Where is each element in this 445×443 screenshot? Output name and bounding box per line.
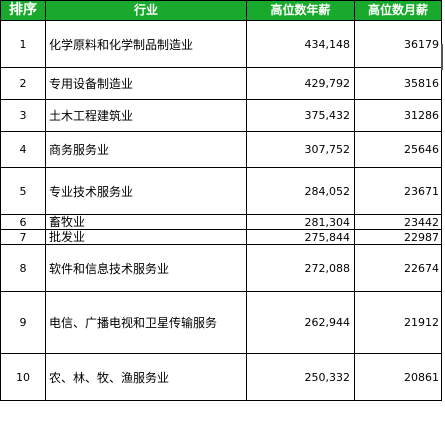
industry-cell: 畜牧业 bbox=[45, 214, 247, 230]
rank-cell: 6 bbox=[0, 214, 46, 230]
monthly-salary-cell: 20861 bbox=[354, 353, 442, 401]
table-row: 8 软件和信息技术服务业 272,088 22674 bbox=[0, 244, 442, 292]
annual-salary-cell: 275,844 bbox=[246, 229, 355, 245]
rank-cell: 1 bbox=[0, 20, 46, 68]
rank-cell: 8 bbox=[0, 244, 46, 292]
annual-salary-cell: 375,432 bbox=[246, 99, 355, 132]
monthly-salary-cell: 36179 bbox=[354, 20, 442, 68]
table-row: 5 专业技术服务业 284,052 23671 bbox=[0, 167, 442, 215]
industry-cell: 批发业 bbox=[45, 229, 247, 245]
rank-cell: 9 bbox=[0, 291, 46, 354]
annual-salary-cell: 281,304 bbox=[246, 214, 355, 230]
rank-cell: 10 bbox=[0, 353, 46, 401]
rank-cell: 3 bbox=[0, 99, 46, 132]
industry-cell: 化学原料和化学制品制造业 bbox=[45, 20, 247, 68]
monthly-salary-cell: 23442 bbox=[354, 214, 442, 230]
annual-salary-cell: 307,752 bbox=[246, 131, 355, 168]
table-row: 1 化学原料和化学制品制造业 434,148 36179 bbox=[0, 20, 442, 68]
monthly-salary-cell: 22674 bbox=[354, 244, 442, 292]
header-rank: 排序 bbox=[0, 0, 46, 21]
annual-salary-cell: 250,332 bbox=[246, 353, 355, 401]
annual-salary-cell: 284,052 bbox=[246, 167, 355, 215]
table-row: 9 电信、广播电视和卫星传输服务 262,944 21912 bbox=[0, 291, 442, 354]
industry-cell: 软件和信息技术服务业 bbox=[45, 244, 247, 292]
industry-cell: 专用设备制造业 bbox=[45, 67, 247, 100]
annual-salary-cell: 429,792 bbox=[246, 67, 355, 100]
monthly-salary-cell: 22987 bbox=[354, 229, 442, 245]
rank-cell: 5 bbox=[0, 167, 46, 215]
table-row: 4 商务服务业 307,752 25646 bbox=[0, 131, 442, 168]
header-row: 排序 行业 高位数年薪 高位数月薪 bbox=[0, 0, 442, 21]
table-row: 7 批发业 275,844 22987 bbox=[0, 229, 442, 245]
table-row: 10 农、林、牧、渔服务业 250,332 20861 bbox=[0, 353, 442, 401]
rank-cell: 2 bbox=[0, 67, 46, 100]
monthly-salary-cell: 23671 bbox=[354, 167, 442, 215]
salary-table: 排序 行业 高位数年薪 高位数月薪 1 化学原料和化学制品制造业 434,148… bbox=[0, 0, 442, 401]
annual-salary-cell: 262,944 bbox=[246, 291, 355, 354]
industry-cell: 电信、广播电视和卫星传输服务 bbox=[45, 291, 247, 354]
monthly-salary-cell: 31286 bbox=[354, 99, 442, 132]
industry-cell: 农、林、牧、渔服务业 bbox=[45, 353, 247, 401]
industry-cell: 专业技术服务业 bbox=[45, 167, 247, 215]
rank-cell: 7 bbox=[0, 229, 46, 245]
monthly-salary-cell: 35816 bbox=[354, 67, 442, 100]
industry-cell: 商务服务业 bbox=[45, 131, 247, 168]
cell-cursor-marker bbox=[441, 44, 443, 70]
annual-salary-cell: 434,148 bbox=[246, 20, 355, 68]
rank-cell: 4 bbox=[0, 131, 46, 168]
header-industry: 行业 bbox=[45, 0, 247, 21]
annual-salary-cell: 272,088 bbox=[246, 244, 355, 292]
monthly-salary-cell: 21912 bbox=[354, 291, 442, 354]
table-row: 3 土木工程建筑业 375,432 31286 bbox=[0, 99, 442, 132]
header-monthly-salary: 高位数月薪 bbox=[354, 0, 442, 21]
table-row: 6 畜牧业 281,304 23442 bbox=[0, 214, 442, 230]
table-row: 2 专用设备制造业 429,792 35816 bbox=[0, 67, 442, 100]
monthly-salary-cell: 25646 bbox=[354, 131, 442, 168]
industry-cell: 土木工程建筑业 bbox=[45, 99, 247, 132]
header-annual-salary: 高位数年薪 bbox=[246, 0, 355, 21]
